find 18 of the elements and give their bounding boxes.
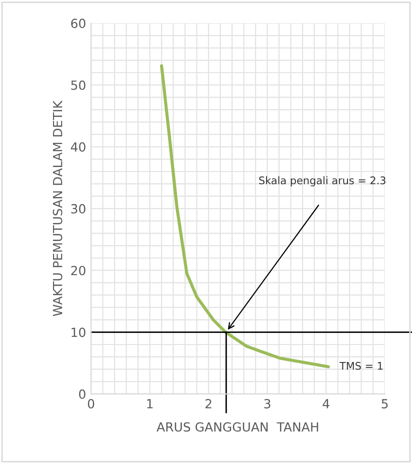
- x-tick-label: 2: [205, 399, 212, 408]
- y-tick-label: 0: [79, 389, 86, 399]
- y-tick-label: 30: [71, 204, 86, 214]
- y-tick-label: 10: [72, 328, 86, 338]
- y-tick-label: 20: [71, 266, 86, 276]
- x-tick-label: 1: [147, 399, 153, 408]
- y-axis-title: WAKTU PEMUTUSAN DALAM DETIK: [52, 100, 62, 316]
- annotation: Skala pengali arus = 2.3: [259, 176, 386, 186]
- y-tick-label: 60: [71, 18, 86, 28]
- line-series: [160, 64, 330, 368]
- x-axis-title: ARUS GANGGUAN TANAH: [156, 422, 318, 432]
- x-tick-label: 4: [322, 399, 330, 408]
- y-tick-label: 40: [70, 142, 86, 152]
- x-tick-label: 3: [264, 399, 270, 408]
- y-tick-label: 50: [71, 80, 86, 90]
- x-tick-label: 0: [88, 399, 94, 408]
- annotation: TMS = 1: [339, 362, 382, 370]
- x-tick-label: 5: [382, 399, 388, 408]
